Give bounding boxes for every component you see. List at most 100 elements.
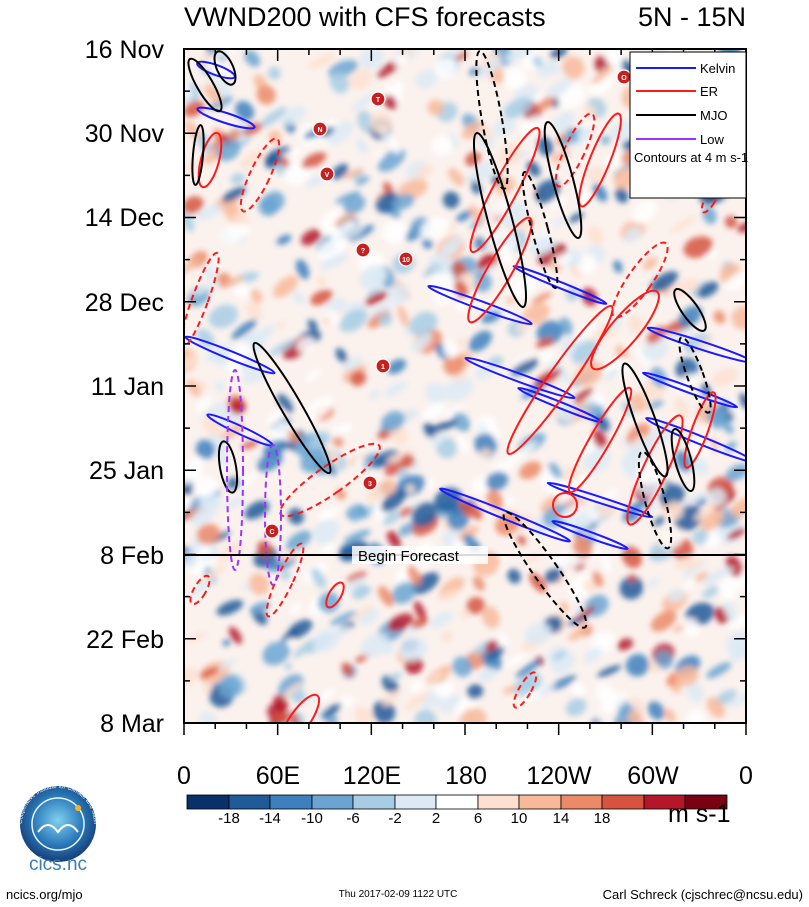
heat-cell: [524, 622, 552, 645]
heat-cell: [468, 205, 485, 223]
storm-label: T: [376, 97, 381, 104]
heat-cell: [475, 363, 494, 380]
wave-contour: [196, 106, 256, 130]
heat-cell: [245, 301, 263, 320]
heat-cell: [409, 679, 424, 693]
heat-cell: [632, 201, 657, 224]
heat-cell: [473, 640, 491, 656]
heat-cell: [317, 592, 340, 614]
heat-cell: [441, 236, 464, 252]
heat-cell: [441, 630, 454, 643]
wave-contour: [683, 391, 717, 469]
colorbar-bin: [560, 794, 603, 810]
heat-cell: [205, 265, 216, 283]
heat-cell: [343, 194, 366, 214]
heat-cell: [399, 637, 428, 662]
heat-cell: [459, 498, 473, 518]
heat-cell: [444, 49, 470, 57]
heat-cell: [477, 667, 498, 682]
heat-cell: [365, 486, 383, 503]
heat-cell: [266, 409, 285, 426]
heat-cell: [310, 289, 333, 306]
storm-marker: [312, 121, 328, 137]
y-tick-label: 8 Mar: [100, 710, 164, 738]
heat-cell: [377, 585, 394, 607]
heat-cell: [501, 251, 514, 266]
heat-cell: [339, 309, 368, 333]
heat-cell: [377, 148, 406, 172]
heat-cell: [351, 93, 377, 111]
heat-cell: [438, 694, 461, 713]
heat-cell: [284, 662, 292, 671]
heat-cell: [274, 710, 289, 723]
colorbar-bin: [394, 794, 437, 810]
y-tick-label: 30 Nov: [85, 120, 165, 148]
heat-cell: [648, 400, 664, 409]
heat-cell: [276, 321, 286, 329]
wave-contours: [184, 50, 746, 723]
heat-cell: [378, 313, 393, 327]
wave-contour: [551, 520, 629, 550]
heat-cell: [675, 373, 698, 393]
heat-cell: [655, 650, 673, 669]
heat-cell: [536, 337, 554, 349]
heat-cell: [341, 356, 363, 371]
wave-contour: [475, 50, 509, 190]
heat-cell: [685, 680, 704, 703]
y-tick-label: 28 Dec: [85, 289, 164, 317]
heat-cell: [341, 662, 354, 677]
heat-cell: [479, 448, 492, 460]
heat-cell: [287, 619, 313, 639]
heat-cell: [382, 510, 401, 526]
heat-cell: [308, 53, 337, 70]
heat-cell: [452, 656, 473, 677]
wave-contour: [512, 671, 538, 709]
wave-contour: [590, 289, 660, 371]
heat-cell: [356, 138, 368, 154]
heat-cell: [507, 273, 538, 297]
wave-contour: [673, 288, 707, 332]
wave-contour: [469, 126, 541, 254]
heat-cell: [702, 585, 719, 599]
heat-cell: [513, 354, 532, 368]
heat-cell: [305, 369, 322, 382]
heat-cell: [600, 692, 627, 714]
heat-cell: [202, 415, 222, 437]
heat-cell: [520, 671, 542, 692]
heat-cell: [200, 711, 218, 723]
heat-cell: [674, 555, 693, 570]
heat-cell: [273, 694, 288, 714]
heat-cell: [493, 116, 516, 137]
heat-cell: [429, 611, 454, 629]
heat-cell: [195, 439, 215, 459]
colorbar-label: 6: [474, 810, 482, 827]
y-tick-label: 8 Feb: [100, 542, 164, 570]
heat-cell: [621, 546, 642, 569]
heat-cell: [353, 457, 365, 468]
heat-cell: [386, 449, 415, 463]
heat-cell: [333, 209, 358, 227]
heat-cell: [487, 646, 505, 661]
heat-cell: [316, 275, 327, 288]
heat-cell: [281, 105, 306, 126]
colorbar-bin: [352, 794, 396, 810]
y-tick-label: 11 Jan: [91, 373, 164, 401]
heat-cell: [407, 564, 422, 586]
heat-cell: [692, 529, 709, 545]
heat-cell: [478, 160, 494, 170]
heat-cell: [391, 194, 415, 211]
heat-cell: [601, 554, 612, 574]
heat-cell: [706, 662, 732, 679]
heat-cell: [249, 601, 271, 614]
heat-cell: [560, 500, 586, 521]
heat-cell: [425, 382, 447, 405]
heat-cell: [711, 368, 739, 387]
wave-contour: [464, 356, 576, 400]
colorbar-bin: [518, 794, 562, 810]
heat-cell: [457, 433, 470, 454]
heat-cell: [318, 507, 339, 521]
heat-cell: [262, 641, 290, 666]
storm-marker: [370, 91, 386, 107]
heat-cell: [444, 377, 474, 401]
heat-cell: [724, 270, 746, 291]
